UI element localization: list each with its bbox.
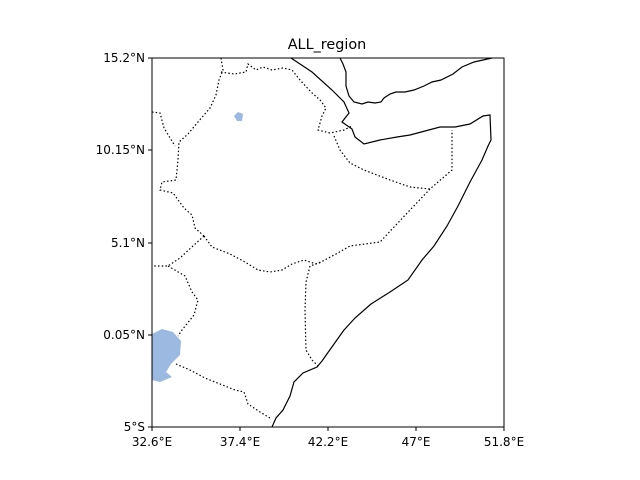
y-tick-label: 10.15°N [96, 143, 145, 157]
x-ticks [151, 427, 505, 431]
lake-victoria [152, 329, 181, 382]
border-ethiopia-somalia [333, 130, 453, 190]
x-tick-label: 47°E [402, 435, 431, 449]
border-kenya-tanzania [175, 363, 271, 419]
border-ethiopia-somalia-south [309, 188, 431, 267]
coastline-arabia [339, 57, 493, 105]
country-borders [151, 57, 453, 419]
y-tick-label: 0.05°N [103, 328, 145, 342]
y-ticks [148, 57, 152, 428]
border-sudan-ethiopia [159, 57, 224, 237]
x-tick-label: 37.4°E [220, 435, 260, 449]
border-sudan-west [151, 111, 176, 147]
border-southsudan-uganda [152, 235, 205, 267]
border-kenya-somalia [304, 265, 319, 367]
border-uganda-kenya [167, 265, 199, 337]
y-tick-label: 5.1°N [111, 236, 145, 250]
y-tick-label: 5°S [124, 420, 145, 434]
lake-tana [234, 112, 243, 121]
map-title: ALL_region [288, 37, 367, 53]
coastline [271, 57, 493, 428]
border-ethiopia-kenya [203, 235, 323, 273]
x-tick-label: 51.8°E [484, 435, 524, 449]
coastline-red-sea-horn [271, 57, 492, 428]
x-tick-label: 42.2°E [308, 435, 348, 449]
border-eritrea [220, 62, 353, 134]
y-tick-label: 15.2°N [103, 51, 145, 65]
map-area [151, 57, 493, 428]
x-tick-label: 32.6°E [132, 435, 172, 449]
